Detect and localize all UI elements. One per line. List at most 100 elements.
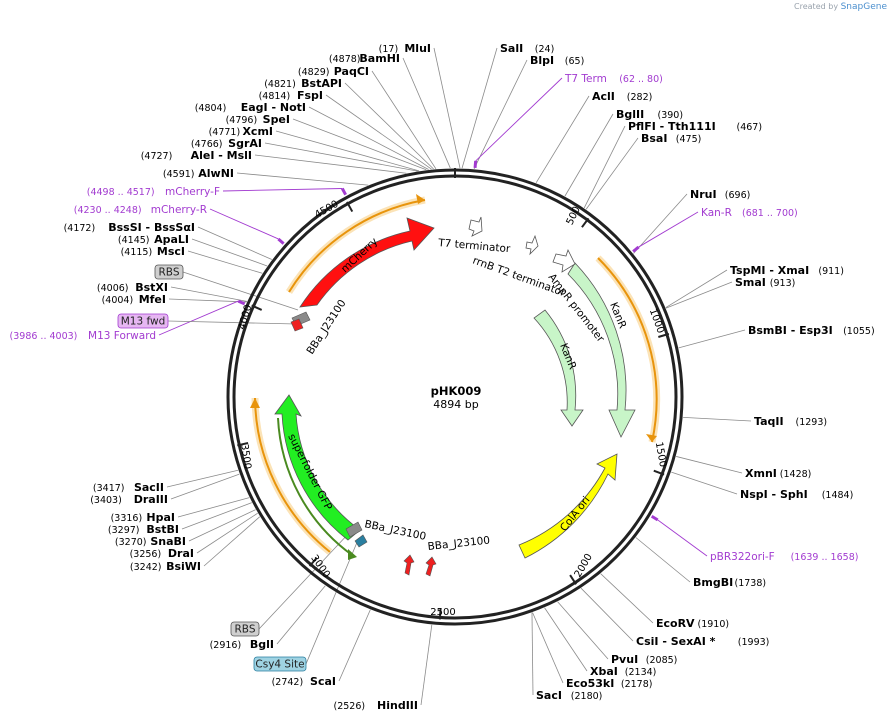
label-t7-terminator: T7 terminator (437, 237, 512, 255)
primer-t7-term[interactable]: T7 Term (62 .. 80) (564, 73, 663, 85)
primer-pbr322ori-f[interactable]: pBR322ori-F (1639 .. 1658) (710, 551, 858, 563)
enzyme-site-drai[interactable]: DraI (3256) (130, 547, 194, 560)
enzyme-position: (4145) (118, 235, 150, 246)
enzyme-site-bsmbi-esp3i[interactable]: BsmBI - Esp3I (1055) (748, 324, 875, 337)
enzyme-site-taqii[interactable]: TaqII (1293) (754, 415, 827, 428)
enzyme-site-bsssi-bsss-i[interactable]: BssSI - BssSαI (4172) (64, 221, 195, 234)
enzyme-position: (3242) (130, 562, 162, 573)
enzyme-site-csii-sexai-[interactable]: CsiI - SexAI * (1993) (636, 635, 769, 648)
enzyme-site-sacii[interactable]: SacII (3417) (93, 481, 164, 494)
promoter-arrow-1[interactable] (403, 554, 415, 576)
enzyme-site-apali[interactable]: ApaLI (4145) (118, 233, 189, 246)
enzyme-position: (2916) (210, 640, 242, 651)
primer-m13-forward[interactable]: M13 Forward (3986 .. 4003) (10, 330, 156, 342)
enzyme-site-fspi[interactable]: FspI (4814) (259, 89, 323, 102)
enzyme-site-bmgbi[interactable]: BmgBI (1738) (693, 576, 766, 589)
enzyme-site-sgrai[interactable]: SgrAI (4766) (191, 137, 262, 150)
enzyme-site-draiii[interactable]: DraIII (3403) (90, 493, 168, 506)
enzyme-site-snabi[interactable]: SnaBI(3270) (115, 535, 186, 548)
gfp-arrow[interactable] (274, 394, 361, 541)
tick-mark-4500 (346, 201, 354, 213)
enzyme-position: (475) (676, 134, 702, 145)
boxed-label-m13-fwd[interactable]: M13 fwd (117, 313, 169, 329)
enzyme-name: PflFI - Tth111I (628, 120, 716, 133)
primer-range: (62 .. 80) (619, 74, 663, 85)
enzyme-site-eagi-noti[interactable]: EagI - NotI (4804) (195, 101, 306, 114)
enzyme-name: BglI (250, 638, 274, 651)
enzyme-site-pflfi-tth111i[interactable]: PflFI - Tth111I (467) (628, 120, 762, 133)
enzyme-site-bsiwi[interactable]: BsiWI (3242) (130, 560, 201, 573)
enzyme-position: (1293) (796, 417, 828, 428)
t7-terminator-arrow[interactable] (468, 216, 483, 237)
enzyme-site-xbai[interactable]: XbaI (2134) (590, 665, 656, 678)
enzyme-position: (24) (535, 44, 555, 55)
enzyme-name: HindIII (377, 699, 418, 712)
snapgene-logo: SnapGene (840, 2, 887, 12)
enzyme-position: (4829) (298, 67, 330, 78)
enzyme-site-bstapi[interactable]: BstAPI (4821) (264, 77, 342, 90)
enzyme-position: (3403) (90, 495, 122, 506)
primer-kan-r[interactable]: Kan-R (681 .. 700) (701, 207, 798, 219)
enzyme-name: PvuI (611, 653, 638, 666)
tick-label-3500: 3500 (238, 443, 252, 470)
enzyme-site-alwni[interactable]: AlwNI(4591) (163, 167, 234, 180)
enzyme-site-hindiii[interactable]: HindIII (2526) (334, 699, 418, 712)
enzyme-name: FspI (297, 89, 323, 102)
primer-name: mCherry-F (165, 186, 220, 198)
enzyme-site-saci[interactable]: SacI (2180) (536, 689, 602, 702)
kanr-arrow-inner[interactable] (533, 309, 584, 427)
enzyme-site-alei-msli[interactable]: AleI - MslI (4727) (141, 149, 252, 162)
enzyme-position: (65) (565, 56, 585, 67)
enzyme-name: BlpI (530, 54, 554, 67)
ampr-promoter-arrow[interactable] (552, 248, 576, 273)
primer-mcherry-f[interactable]: mCherry-F (4498 .. 4517) (87, 186, 220, 198)
enzyme-site-bgli[interactable]: BglI (2916) (210, 638, 274, 651)
enzyme-site-sali[interactable]: SalI (24) (500, 42, 554, 55)
enzyme-position: (1910) (698, 619, 730, 630)
enzyme-site-mlui[interactable]: MluI (17) (379, 42, 431, 55)
tick-mark-3000 (308, 557, 318, 567)
mcherry-arrow[interactable] (299, 217, 435, 308)
enzyme-site-xmni[interactable]: XmnI (1428) (745, 467, 811, 480)
boxed-label-rbs[interactable]: RBS (154, 264, 184, 280)
enzyme-site-scai[interactable]: ScaI (2742) (272, 675, 336, 688)
enzyme-name: SalI (500, 42, 523, 55)
enzyme-site-acli[interactable]: AclI (282) (592, 90, 652, 103)
boxed-label-csy4-site[interactable]: Csy4 Site (253, 656, 307, 672)
enzyme-site-nrui[interactable]: NruI (696) (690, 188, 750, 201)
boxed-label-text: M13 fwd (121, 316, 166, 328)
enzyme-position: (467) (737, 122, 763, 133)
tick-label-1000: 1000 (647, 307, 666, 335)
boxed-label-rbs[interactable]: RBS (230, 621, 260, 637)
cola-ori-arrow[interactable] (518, 453, 618, 559)
enzyme-site-paqci[interactable]: PaqCI (4829) (298, 65, 369, 78)
enzyme-site-bstxi[interactable]: BstXI (4006) (97, 281, 168, 294)
enzyme-site-bsai[interactable]: BsaI (475) (641, 132, 701, 145)
enzyme-site-spei[interactable]: SpeI (4796) (226, 113, 290, 126)
promoter-arrow-2[interactable] (425, 556, 437, 577)
enzyme-site-mfei[interactable]: MfeI (4004) (102, 293, 166, 306)
tick-label-2500: 2500 (430, 607, 455, 618)
enzyme-site-bamhi[interactable]: BamHI(4878) (329, 52, 400, 65)
enzyme-site-xcmi[interactable]: XcmI(4771) (209, 125, 273, 138)
enzyme-site-tspmi-xmai[interactable]: TspMI - XmaI (911) (730, 264, 844, 277)
rrnb-terminator-arrow[interactable] (525, 234, 539, 256)
enzyme-site-blpi[interactable]: BlpI (65) (530, 54, 584, 67)
enzyme-site-ecorv[interactable]: EcoRV (1910) (656, 617, 729, 630)
enzyme-site-smai[interactable]: SmaI (913) (735, 276, 795, 289)
enzyme-site-bglii[interactable]: BglII (390) (616, 108, 683, 121)
label-bba-3: BBa_J23100 (427, 535, 491, 553)
enzyme-name: AleI - MslI (191, 149, 252, 162)
enzyme-site-pvui[interactable]: PvuI (2085) (611, 653, 677, 666)
enzyme-site-nspi-sphi[interactable]: NspI - SphI (1484) (740, 488, 853, 501)
snapgene-credit: Created by SnapGene (794, 2, 887, 12)
primer-mcherry-r[interactable]: mCherry-R (4230 .. 4248) (74, 204, 207, 216)
enzyme-name: Eco53kI (566, 677, 614, 690)
enzyme-site-eco53ki[interactable]: Eco53kI (2178) (566, 677, 652, 690)
enzyme-site-msci[interactable]: MscI (4115) (121, 245, 185, 258)
enzyme-site-bstbi[interactable]: BstBI (3297) (108, 523, 179, 536)
kanr-arrow-outer[interactable] (567, 262, 636, 438)
enzyme-position: (4766) (191, 139, 223, 150)
enzyme-site-hpai[interactable]: HpaI(3316) (111, 511, 175, 524)
enzyme-name: TspMI - XmaI (730, 264, 809, 277)
